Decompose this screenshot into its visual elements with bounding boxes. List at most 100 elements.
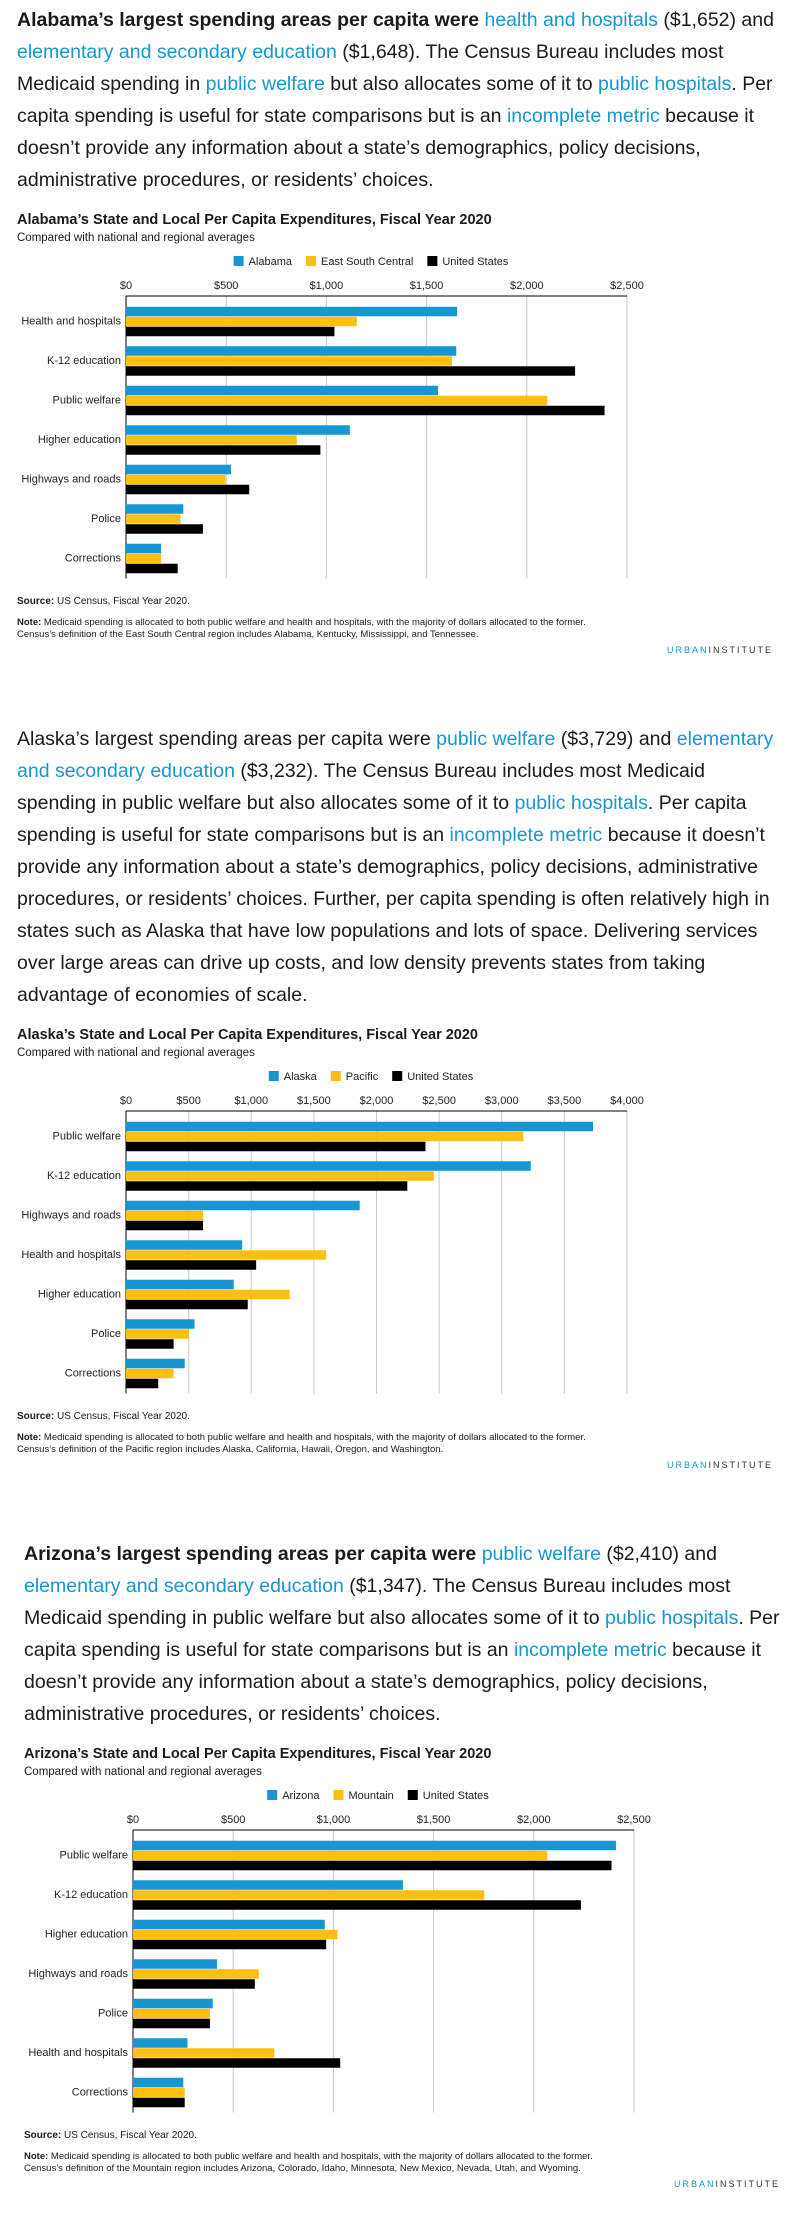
- category-label: Highways and roads: [21, 474, 121, 486]
- bar: [126, 1181, 408, 1191]
- category-label: Police: [91, 1328, 121, 1340]
- category-label: Public welfare: [53, 395, 121, 407]
- bar: [133, 2097, 185, 2108]
- legend-label: United States: [423, 1790, 490, 1802]
- bar: [126, 445, 321, 455]
- category-label: Public welfare: [53, 1131, 121, 1143]
- legend: Arizona Mountain United States: [267, 1790, 489, 1802]
- x-tick-label: $1,000: [234, 1095, 268, 1107]
- bar: [126, 1131, 524, 1142]
- link[interactable]: elementary and secondary education: [17, 728, 774, 782]
- legend-label: Alabama: [249, 256, 293, 268]
- text: ($2,410) and: [600, 1543, 717, 1565]
- bar: [133, 1979, 255, 1989]
- source-label: Source:: [17, 596, 55, 607]
- bar: [126, 1200, 360, 1211]
- link[interactable]: public welfare: [436, 728, 556, 750]
- bar: [126, 385, 439, 396]
- chart-title: Alabama’s State and Local Per Capita Exp…: [17, 212, 492, 228]
- note-text: Medicaid spending is allocated to both p…: [17, 617, 586, 640]
- brand-urban: URBAN: [666, 1460, 709, 1470]
- x-tick-label: $1,500: [297, 1095, 331, 1107]
- bar: [126, 1329, 190, 1339]
- category-label: Police: [91, 513, 121, 525]
- category-label: Higher education: [38, 434, 121, 446]
- bar: [126, 366, 576, 376]
- bar: [126, 563, 178, 574]
- legend: Alabama East South Central United States: [233, 256, 509, 268]
- source-text: US Census, Fiscal Year 2020.: [64, 2130, 197, 2141]
- bar: [133, 1939, 327, 1950]
- x-tick-label: $500: [221, 1814, 245, 1826]
- legend-label: United States: [407, 1071, 474, 1083]
- link[interactable]: incomplete metric: [513, 1639, 667, 1661]
- chart-subtitle: Compared with national and regional aver…: [17, 232, 255, 244]
- text: ($1,347). The Census Bureau includes mos…: [24, 1575, 731, 1629]
- chart-subtitle: Compared with national and regional aver…: [24, 1766, 262, 1778]
- bar: [126, 1339, 174, 1349]
- text: Alaska’s largest spending areas per capi…: [17, 728, 437, 750]
- legend-label: Pacific: [346, 1071, 379, 1083]
- legend-swatch: [267, 1790, 278, 1800]
- bar: [126, 1161, 531, 1171]
- legend-label: East South Central: [321, 256, 413, 268]
- source-text: US Census, Fiscal Year 2020.: [57, 596, 190, 607]
- note: Note: Medicaid spending is allocated to …: [17, 1432, 617, 1456]
- x-tick-label: $2,500: [422, 1095, 456, 1107]
- note-label: Note:: [17, 1432, 42, 1443]
- x-tick-label: $1,000: [317, 1814, 351, 1826]
- chart-title: Arizona’s State and Local Per Capita Exp…: [24, 1746, 492, 1762]
- section: Alabama’s largest spending areas per cap…: [17, 4, 787, 655]
- bar: [133, 1860, 612, 1871]
- bar: [126, 1299, 248, 1310]
- bar: [126, 504, 184, 514]
- text: Alabama’s largest spending areas per cap…: [17, 9, 485, 31]
- legend-swatch: [268, 1071, 279, 1081]
- link[interactable]: elementary and secondary education: [17, 41, 337, 63]
- bar: [126, 1141, 426, 1152]
- bar: [126, 395, 548, 406]
- paragraph: Alaska’s largest spending areas per capi…: [17, 723, 777, 1011]
- source-label: Source:: [24, 2130, 62, 2141]
- bar: [133, 1998, 213, 2009]
- category-label: Public welfare: [60, 1850, 128, 1862]
- bar: [133, 2008, 210, 2019]
- x-tick-label: $500: [214, 280, 238, 292]
- bar: [133, 1919, 325, 1930]
- category-label: K-12 education: [54, 1889, 128, 1901]
- brand: URBANINSTITUTE: [667, 1460, 773, 1470]
- link[interactable]: incomplete metric: [449, 824, 603, 846]
- x-tick-label: $2,500: [617, 1814, 651, 1826]
- legend-label: Arizona: [282, 1790, 320, 1802]
- paragraph: Alabama’s largest spending areas per cap…: [17, 4, 777, 196]
- link[interactable]: public welfare: [481, 1543, 601, 1565]
- text: ($1,648). The Census Bureau includes mos…: [17, 41, 724, 95]
- source: Source: US Census, Fiscal Year 2020.: [17, 1410, 787, 1424]
- link[interactable]: public hospitals: [514, 792, 648, 814]
- x-tick-label: $0: [120, 1095, 132, 1107]
- brand-institute: INSTITUTE: [708, 1460, 773, 1470]
- legend-label: Mountain: [348, 1790, 393, 1802]
- legend-swatch: [333, 1790, 344, 1800]
- category-label: Highways and roads: [21, 1210, 121, 1222]
- x-tick-label: $1,500: [417, 1814, 451, 1826]
- bar: [126, 514, 181, 524]
- link[interactable]: public welfare: [205, 73, 325, 95]
- x-tick-label: $1,000: [310, 280, 344, 292]
- legend-swatch: [233, 256, 244, 266]
- link[interactable]: health and hospitals: [484, 9, 658, 31]
- legend: Alaska Pacific United States: [268, 1071, 474, 1083]
- text: ($1,652) and: [657, 9, 774, 31]
- link[interactable]: incomplete metric: [506, 105, 660, 127]
- x-tick-label: $2,000: [517, 1814, 551, 1826]
- link[interactable]: public hospitals: [605, 1607, 739, 1629]
- category-label: Health and hospitals: [21, 1249, 121, 1261]
- bar: [133, 1959, 217, 1969]
- bar: [126, 405, 605, 416]
- text: but also allocates some of it to: [324, 73, 599, 95]
- bar: [133, 2087, 185, 2098]
- paragraph: Arizona’s largest spending areas per cap…: [24, 1538, 784, 1730]
- link[interactable]: public hospitals: [598, 73, 732, 95]
- brand-institute: INSTITUTE: [715, 2179, 780, 2189]
- link[interactable]: elementary and secondary education: [24, 1575, 344, 1597]
